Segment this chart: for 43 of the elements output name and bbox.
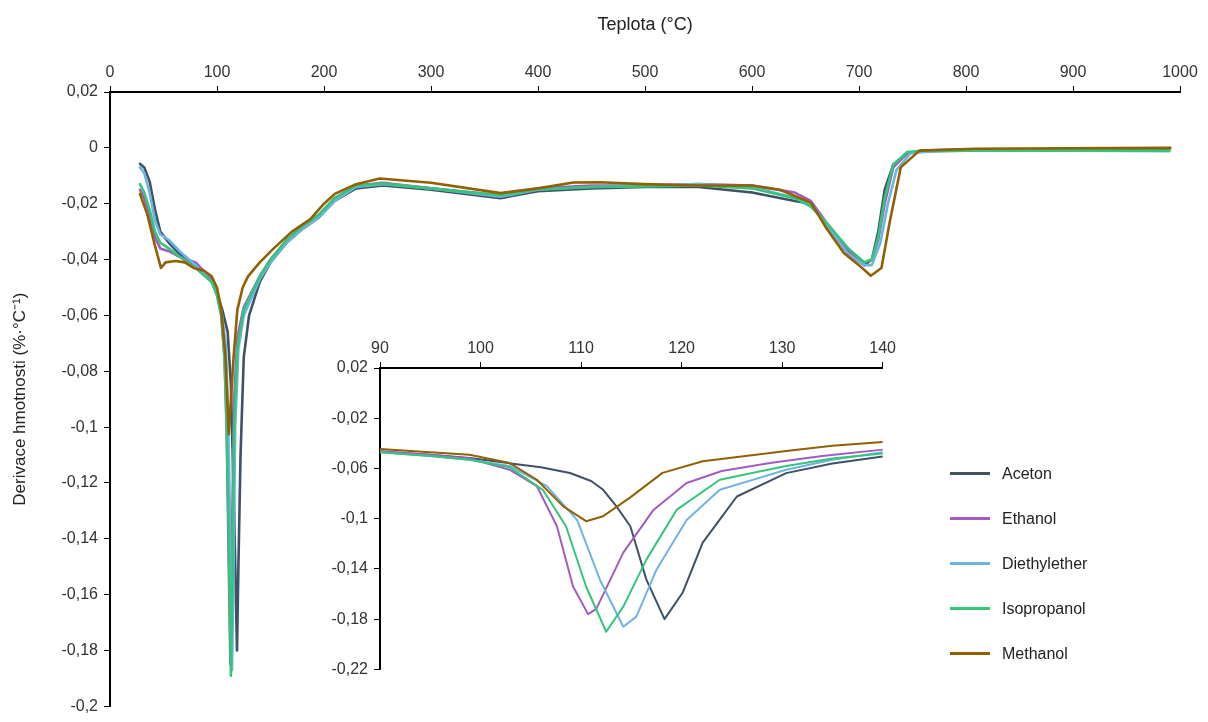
legend-label: Methanol <box>1002 644 1068 663</box>
y-tick-label: -0,2 <box>70 696 99 714</box>
x-tick-label: 600 <box>738 62 766 80</box>
y-tick-label: 0,02 <box>336 358 369 376</box>
legend-label: Ethanol <box>1002 509 1057 528</box>
y-tick-label: -0,02 <box>331 408 369 426</box>
y-tick-label: -0,18 <box>61 640 99 658</box>
y-tick-label: -0,16 <box>61 585 99 603</box>
y-tick-label: -0,06 <box>331 458 369 476</box>
x-tick-label: 130 <box>768 338 796 356</box>
y-tick-label: 0,02 <box>66 82 99 100</box>
legend-label: Aceton <box>1002 464 1052 483</box>
y-tick-label: -0,14 <box>61 529 99 547</box>
y-tick-label: -0,22 <box>331 659 369 677</box>
y-tick-label: -0,18 <box>331 609 369 627</box>
x-tick-label: 90 <box>371 338 389 356</box>
y-tick-label: -0,14 <box>331 559 369 577</box>
y-tick-label: -0,1 <box>70 417 99 435</box>
legend-label: Diethylether <box>1002 554 1088 573</box>
y-tick-label: -0,04 <box>61 249 99 267</box>
x-tick-label: 1000 <box>1162 62 1198 80</box>
y-tick-label: 0 <box>89 138 99 156</box>
x-tick-label: 200 <box>310 62 338 80</box>
x-tick-label: 900 <box>1059 62 1087 80</box>
y-tick-label: -0,1 <box>340 509 369 527</box>
x-tick-label: 110 <box>568 338 594 356</box>
x-tick-label: 300 <box>417 62 445 80</box>
x-axis-title: Teplota (°C) <box>597 13 693 34</box>
y-axis-title: Derivace hmotnosti (%·°C⁻¹) <box>9 292 29 506</box>
y-tick-label: -0,02 <box>61 194 99 212</box>
x-tick-label: 800 <box>952 62 980 80</box>
x-tick-label: 700 <box>845 62 873 80</box>
y-tick-label: -0,12 <box>61 473 99 491</box>
x-tick-label: 140 <box>869 338 897 356</box>
x-tick-label: 100 <box>467 338 494 356</box>
x-tick-label: 500 <box>631 62 659 80</box>
x-tick-label: 120 <box>668 338 696 356</box>
legend-label: Isopropanol <box>1002 599 1086 618</box>
x-tick-label: 400 <box>524 62 552 80</box>
x-tick-label: 0 <box>105 62 115 80</box>
x-tick-label: 100 <box>203 62 231 80</box>
y-tick-label: -0,06 <box>61 305 99 323</box>
y-tick-label: -0,08 <box>61 361 99 379</box>
